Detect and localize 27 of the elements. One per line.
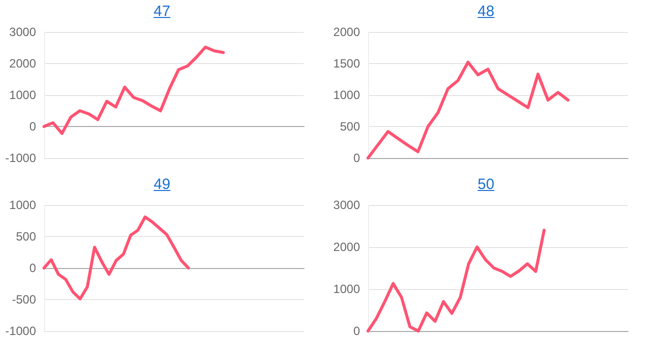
y-tick-label: 1000 — [333, 88, 360, 102]
y-tick-label: 500 — [16, 229, 36, 243]
y-tick-label: 2000 — [333, 25, 360, 39]
y-tick-label: -1000 — [5, 324, 36, 338]
y-tick-label: -500 — [12, 292, 36, 306]
line-series — [366, 60, 570, 160]
chart-title: 49 — [154, 176, 170, 192]
y-tick-label: 2000 — [9, 56, 36, 70]
y-tick-label: 0 — [29, 120, 36, 134]
chart-title: 47 — [154, 3, 170, 20]
line-series — [366, 228, 546, 332]
y-tick-label: 3000 — [9, 25, 36, 39]
y-tick-label: 2000 — [333, 240, 360, 254]
y-tick-label: 1000 — [333, 282, 360, 296]
y-tick-label: 1000 — [9, 88, 36, 102]
line-series — [42, 46, 225, 135]
y-tick-label: 1500 — [333, 56, 360, 70]
y-tick-label: 500 — [340, 120, 360, 134]
y-tick-label: 0 — [353, 151, 360, 165]
y-tick-label: 0 — [353, 324, 360, 338]
y-tick-label: 0 — [29, 260, 36, 274]
line-series — [42, 214, 190, 300]
chart-title: 50 — [478, 176, 494, 192]
y-tick-label: -1000 — [5, 151, 36, 165]
chart-title: 48 — [478, 3, 494, 20]
y-tick-label: 1000 — [9, 198, 36, 212]
y-tick-label: 3000 — [333, 198, 360, 212]
